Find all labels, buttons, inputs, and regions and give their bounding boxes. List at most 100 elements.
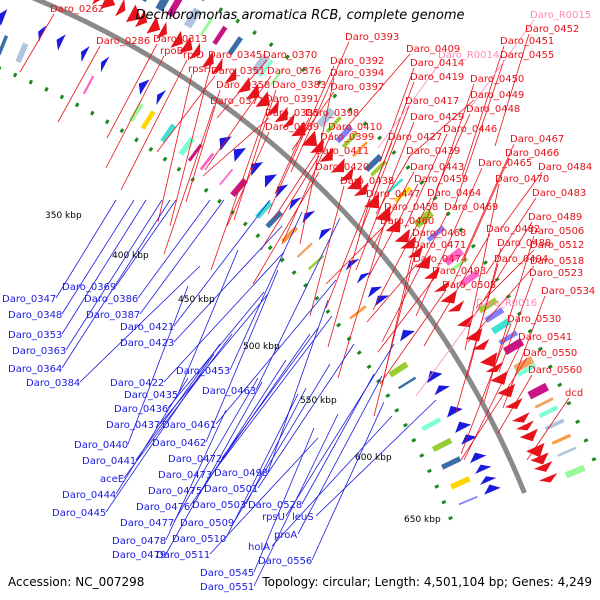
- reverse-gene-label: Daro_0435: [124, 390, 178, 401]
- reverse-leader-line: [311, 401, 385, 561]
- kbp-tick-mark: [366, 364, 372, 370]
- forward-gene-label: Daro_0484: [538, 162, 592, 173]
- kbp-tick-mark: [268, 42, 274, 48]
- kbp-tick-labels: 350 kbp 400 kbp 450 kbp 500 kbp 550 kbp 600 k…: [45, 211, 441, 525]
- forward-cds-arrow: [224, 67, 237, 84]
- forward-leader-line: [169, 59, 213, 227]
- kbp-tick-mark: [405, 164, 411, 170]
- forward-cds-arrow: [526, 443, 545, 458]
- forward-gene-label: Daro_0411: [315, 146, 369, 157]
- cog-block-reverse: [397, 376, 417, 390]
- reverse-cds-arrow: [455, 421, 472, 433]
- forward-gene-label: Daro_0506: [530, 226, 584, 237]
- kbp-label: 650 kbp: [404, 515, 441, 525]
- reverse-gene-label: Daro_0463: [202, 386, 256, 397]
- kbp-tick-mark: [12, 72, 18, 78]
- forward-gene-label: Daro_0460: [380, 216, 434, 227]
- reverse-leader-line: [79, 265, 201, 383]
- forward-cds-arrow: [347, 174, 362, 190]
- cog-block-forward: [443, 247, 465, 266]
- forward-leader-line: [373, 249, 417, 417]
- cog-block-reverse: [265, 210, 283, 229]
- reverse-leader-line: [211, 315, 333, 475]
- reverse-gene-label: Daro_0384: [26, 378, 80, 389]
- forward-leader-line: [415, 83, 475, 251]
- cog-block-forward: [426, 225, 446, 242]
- forward-gene-label: Daro_0439: [406, 146, 460, 157]
- forward-gene-label: Daro_0471: [412, 240, 466, 251]
- forward-leader-line: [290, 41, 350, 173]
- kbp-tick-mark: [458, 227, 464, 233]
- forward-gene-label: Daro_0351: [211, 66, 265, 77]
- topology-summary: Topology: circular; Length: 4,501,104 bp…: [262, 575, 592, 589]
- kbp-tick-mark: [255, 233, 261, 239]
- reverse-gene-label: Daro_0528: [248, 500, 302, 511]
- reverse-cds-arrow: [56, 34, 66, 51]
- forward-leader-line: [497, 374, 533, 434]
- kbp-tick-mark: [394, 408, 400, 413]
- reverse-leader-line: [173, 225, 283, 343]
- reverse-cds-arrow: [475, 464, 492, 475]
- reverse-leader-line: [173, 377, 259, 523]
- reverse-gene-label: Daro_0461: [162, 420, 216, 431]
- forward-leader-line: [281, 131, 333, 245]
- forward-leader-line: [372, 197, 432, 311]
- cog-block-reverse: [431, 437, 453, 452]
- forward-gene-label: Daro_0560: [528, 365, 582, 376]
- forward-gene-label: Daro_0397: [330, 82, 384, 93]
- kbp-tick-mark: [482, 260, 488, 266]
- forward-cds-arrow: [424, 266, 441, 279]
- kbp-tick-mark: [377, 135, 383, 141]
- reverse-gene-label: Daro_0503: [192, 500, 246, 511]
- forward-cds-arrow: [301, 130, 318, 146]
- kbp-tick-mark: [391, 150, 397, 156]
- forward-cds-arrow: [394, 228, 410, 243]
- reverse-gene-label: Daro_0386: [84, 294, 138, 305]
- reverse-gene-label: Daro_0364: [8, 364, 62, 375]
- forward-cds-arrow: [530, 452, 549, 465]
- reverse-leader-line: [267, 299, 329, 473]
- reverse-leader-line: [61, 199, 171, 369]
- reverse-leader-line: [245, 387, 307, 505]
- cog-block-forward: [141, 0, 147, 3]
- cog-block-forward: [564, 464, 586, 479]
- reverse-leader-line: [61, 199, 135, 315]
- kbp-tick-mark: [279, 257, 285, 263]
- forward-cds-arrow: [274, 106, 288, 123]
- reverse-cds-arrow: [484, 484, 501, 495]
- reverse-gene-label: Daro_0387: [86, 310, 140, 321]
- kbp-tick-mark: [448, 515, 453, 521]
- reverse-cds-arrow: [374, 295, 390, 307]
- reverse-leader-line: [163, 251, 285, 383]
- rna-gene-label: Daro_R0016: [476, 298, 537, 309]
- cog-block-reverse: [219, 168, 234, 186]
- forward-cds-arrow: [266, 99, 280, 116]
- kbp-tick-mark: [470, 243, 476, 249]
- forward-gene-label: Daro_0523: [529, 268, 583, 279]
- forward-leader-line: [358, 105, 410, 237]
- cog-block-reverse: [450, 476, 471, 490]
- reverse-cds-arrow: [446, 405, 463, 418]
- kbp-tick-mark: [119, 128, 125, 134]
- reverse-gene-label: Daro_0501: [204, 484, 258, 495]
- cog-block-forward: [199, 17, 214, 36]
- reverse-leader-line: [173, 199, 271, 327]
- forward-cds-arrow: [146, 16, 161, 34]
- reverse-leader-line: [233, 363, 331, 523]
- cog-block-forward: [325, 116, 342, 134]
- cog-block-forward: [498, 330, 519, 345]
- forward-leader-line: [216, 59, 268, 119]
- cog-block-reverse: [199, 152, 215, 171]
- reverse-gene-label: Daro_0453: [176, 366, 230, 377]
- forward-cds-arrow: [472, 339, 490, 350]
- kbp-tick-mark: [316, 80, 322, 86]
- forward-cds-arrow: [245, 83, 260, 100]
- forward-gene-label: Daro_0505: [442, 280, 496, 291]
- cog-block-forward: [335, 124, 354, 144]
- reverse-cds-arrow: [400, 329, 415, 342]
- forward-gene-label: Daro_0550: [523, 348, 577, 359]
- cog-block-reverse: [255, 200, 273, 219]
- forward-leader-line: [464, 183, 500, 351]
- reverse-leader-line: [135, 343, 221, 461]
